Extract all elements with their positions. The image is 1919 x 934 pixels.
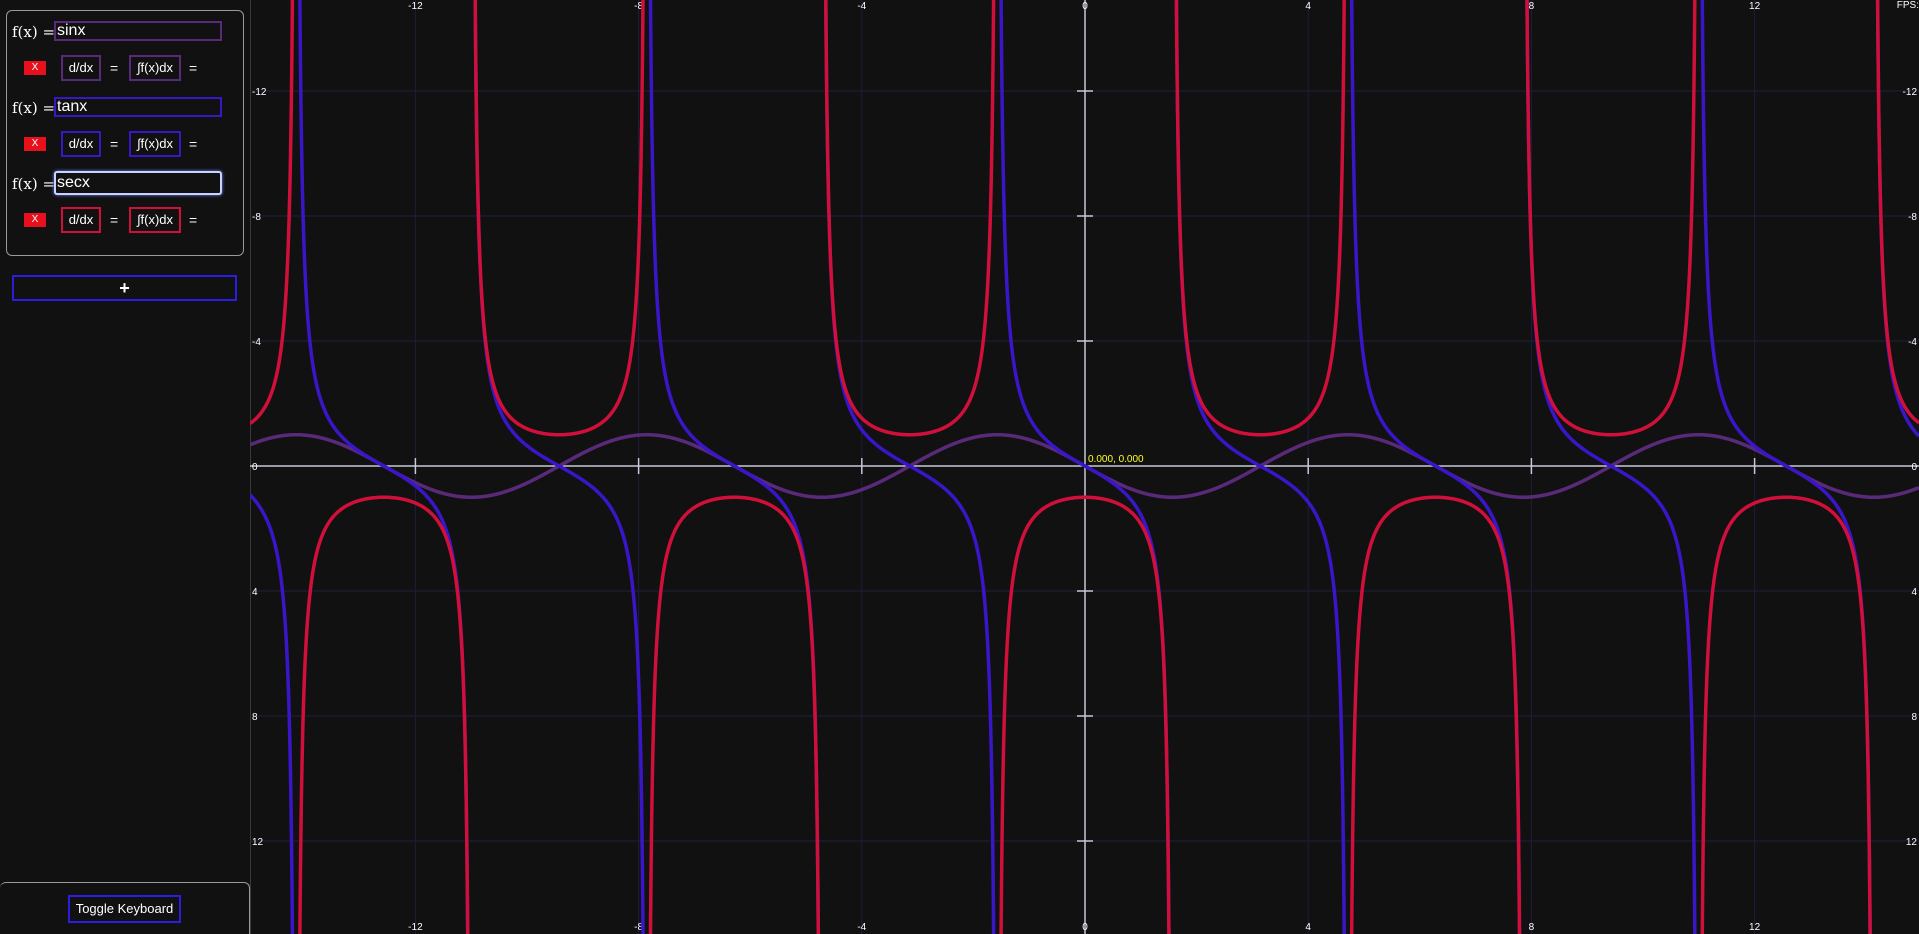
y-tick-label-right: -12 [1903, 87, 1918, 98]
function-entry: f(x) = Xd/dx = ∫f(x)dx = [7, 87, 243, 163]
function-label: f(x) = [12, 99, 56, 117]
integral-button[interactable]: ∫f(x)dx [129, 207, 181, 233]
x-tick-label-top: -12 [408, 1, 423, 12]
x-tick-label-bottom: 12 [1749, 922, 1761, 933]
x-tick-label-top: 0 [1082, 1, 1088, 12]
integral-result: = [189, 212, 198, 228]
derivative-button[interactable]: d/dx [61, 131, 101, 157]
function-input-row: f(x) = [12, 171, 238, 197]
derivative-result: = [110, 212, 119, 228]
graph-canvas[interactable]: -12 -12 -8 -8 -4 -4 0 0 4 4 8 8 12 12 -12 -12 -8 -8 -4 -4 0 0… [250, 0, 1919, 934]
x-tick-label-top: 8 [1529, 1, 1535, 12]
y-tick-label-left: 12 [252, 837, 264, 848]
x-tick-label-top: -4 [857, 1, 866, 12]
x-tick-label-top: 12 [1749, 1, 1761, 12]
cursor-coordinate-readout: 0.000, 0.000 [1088, 454, 1144, 465]
function-label: f(x) = [12, 23, 56, 41]
function-label: f(x) = [12, 175, 56, 193]
y-tick-label-left: -4 [252, 337, 261, 348]
derivative-button[interactable]: d/dx [61, 55, 101, 81]
y-tick-label-right: 4 [1911, 587, 1917, 598]
function-expression-input[interactable] [54, 171, 222, 195]
function-entry: f(x) = Xd/dx = ∫f(x)dx = [7, 163, 243, 239]
y-tick-label-right: 12 [1906, 837, 1918, 848]
derivative-result: = [110, 60, 119, 76]
function-input-row: f(x) = [12, 95, 238, 121]
delete-function-button[interactable]: X [24, 137, 46, 151]
integral-button[interactable]: ∫f(x)dx [129, 55, 181, 81]
sidebar: f(x) = Xd/dx = ∫f(x)dx = f(x) = Xd/dx = ∫f(x)dx =… [0, 0, 251, 934]
keyboard-panel: Toggle Keyboard [0, 882, 250, 934]
y-tick-label-left: 0 [252, 462, 258, 473]
derivative-result: = [110, 136, 119, 152]
function-list-panel: f(x) = Xd/dx = ∫f(x)dx = f(x) = Xd/dx = ∫f(x)dx =… [6, 10, 244, 256]
toggle-keyboard-button[interactable]: Toggle Keyboard [68, 895, 181, 923]
y-tick-label-left: -12 [252, 87, 267, 98]
fps-counter: FPS: [1896, 0, 1919, 11]
integral-result: = [189, 60, 198, 76]
curve-secx [250, 0, 1919, 934]
x-tick-label-bottom: -12 [408, 922, 423, 933]
function-expression-input[interactable] [54, 21, 222, 41]
integral-button[interactable]: ∫f(x)dx [129, 131, 181, 157]
y-tick-label-left: -8 [252, 212, 261, 223]
add-function-button[interactable]: + [12, 275, 237, 301]
y-tick-label-right: 8 [1911, 712, 1917, 723]
function-entry: f(x) = Xd/dx = ∫f(x)dx = [7, 11, 243, 87]
function-expression-input[interactable] [54, 97, 222, 117]
integral-result: = [189, 136, 198, 152]
x-tick-label-bottom: 4 [1305, 922, 1311, 933]
x-tick-label-top: -8 [634, 1, 643, 12]
y-tick-label-right: -4 [1908, 337, 1917, 348]
x-tick-label-bottom: 8 [1529, 922, 1535, 933]
curve-tanx [250, 0, 1919, 934]
function-input-row: f(x) = [12, 19, 238, 45]
x-tick-label-bottom: 0 [1082, 922, 1088, 933]
x-tick-label-bottom: -8 [634, 922, 643, 933]
x-tick-label-top: 4 [1305, 1, 1311, 12]
derivative-button[interactable]: d/dx [61, 207, 101, 233]
y-tick-label-left: 8 [252, 712, 258, 723]
y-tick-label-right: 0 [1911, 462, 1917, 473]
delete-function-button[interactable]: X [24, 61, 46, 75]
delete-function-button[interactable]: X [24, 213, 46, 227]
x-tick-label-bottom: -4 [857, 922, 866, 933]
y-tick-label-left: 4 [252, 587, 258, 598]
y-tick-label-right: -8 [1908, 212, 1917, 223]
